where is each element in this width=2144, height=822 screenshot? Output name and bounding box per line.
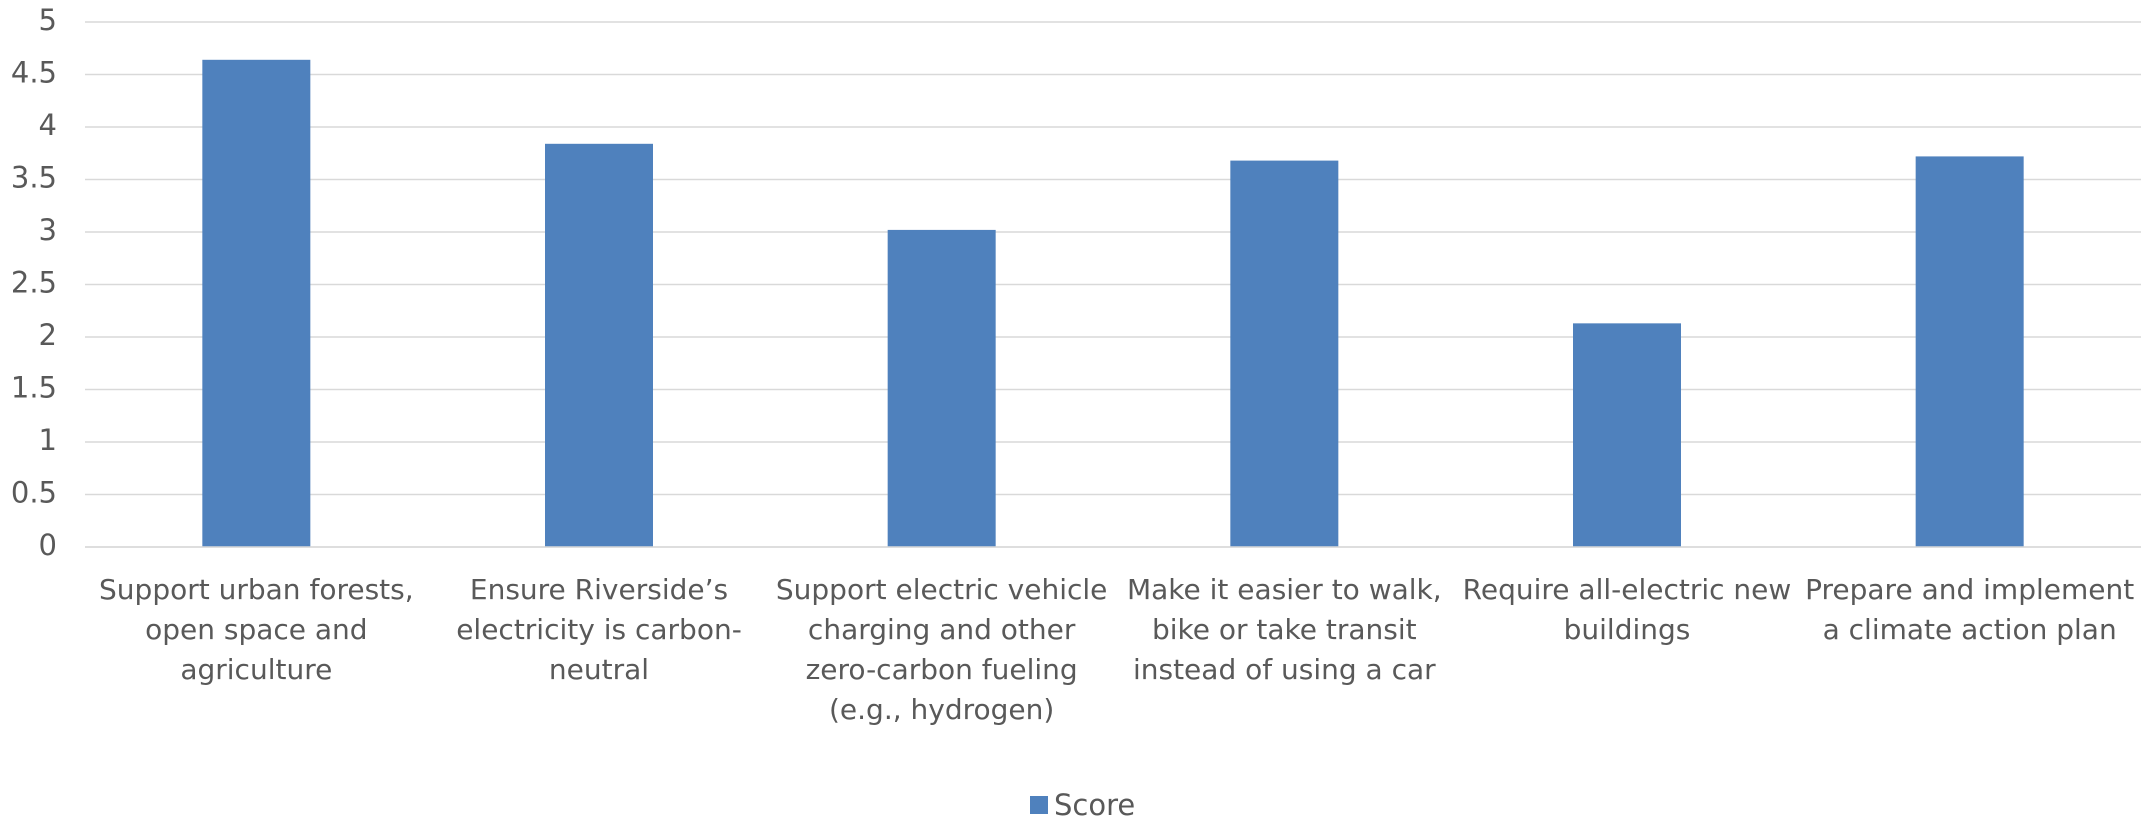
- y-tick-label: 0: [39, 528, 57, 562]
- legend-label: Score: [1054, 788, 1136, 822]
- bar: [1915, 156, 2024, 547]
- y-tick-label: 0.5: [11, 476, 57, 510]
- y-tick-label: 5: [39, 3, 57, 37]
- y-tick-label: 4: [39, 108, 57, 142]
- x-tick-label: Support electric vehicle charging and ot…: [775, 573, 1108, 726]
- bar: [202, 59, 311, 548]
- bar: [887, 229, 996, 547]
- y-tick-label: 3: [39, 213, 57, 247]
- y-tick-label: 3.5: [11, 161, 57, 195]
- x-tick-label: Prepare and implement a climate action p…: [1805, 573, 2135, 646]
- x-tick-label: Ensure Riverside’s electricity is carbon…: [456, 573, 742, 686]
- y-tick-label: 1.5: [11, 371, 57, 405]
- y-tick-label: 2.5: [11, 266, 57, 300]
- legend-swatch: [1030, 796, 1048, 814]
- x-tick-label: Make it easier to walk, bike or take tra…: [1126, 573, 1442, 686]
- bar: [1573, 323, 1681, 547]
- x-tick-label: Require all-electric new buildings: [1462, 573, 1792, 646]
- bar: [1230, 160, 1339, 547]
- y-tick-label: 2: [39, 318, 57, 352]
- x-tick-label: Support urban forests, open space and ag…: [99, 573, 414, 686]
- y-tick-label: 1: [39, 423, 57, 457]
- bar: [545, 143, 653, 548]
- legend-item: Score: [1030, 788, 1135, 822]
- y-tick-label: 4.5: [11, 56, 57, 90]
